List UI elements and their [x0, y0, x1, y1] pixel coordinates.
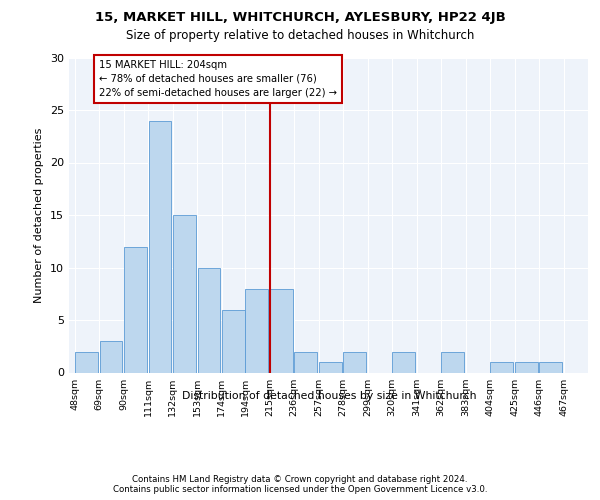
Bar	[319, 362, 341, 372]
Bar	[100, 341, 122, 372]
Bar	[245, 288, 268, 372]
Bar	[343, 352, 366, 372]
Y-axis label: Number of detached properties: Number of detached properties	[34, 128, 44, 302]
Bar	[539, 362, 562, 372]
Text: 15, MARKET HILL, WHITCHURCH, AYLESBURY, HP22 4JB: 15, MARKET HILL, WHITCHURCH, AYLESBURY, …	[95, 11, 505, 24]
Text: Size of property relative to detached houses in Whitchurch: Size of property relative to detached ho…	[126, 29, 474, 42]
Bar	[270, 288, 293, 372]
Bar	[149, 120, 172, 372]
Bar	[222, 310, 245, 372]
Bar	[515, 362, 538, 372]
Bar	[295, 352, 317, 372]
Bar	[173, 215, 196, 372]
Text: Contains public sector information licensed under the Open Government Licence v3: Contains public sector information licen…	[113, 485, 487, 494]
Bar	[124, 246, 147, 372]
Bar	[392, 352, 415, 372]
Bar	[197, 268, 220, 372]
Text: 15 MARKET HILL: 204sqm
← 78% of detached houses are smaller (76)
22% of semi-det: 15 MARKET HILL: 204sqm ← 78% of detached…	[100, 60, 337, 98]
Bar	[75, 352, 98, 372]
Bar	[490, 362, 513, 372]
Text: Contains HM Land Registry data © Crown copyright and database right 2024.: Contains HM Land Registry data © Crown c…	[132, 475, 468, 484]
Bar	[442, 352, 464, 372]
Text: Distribution of detached houses by size in Whitchurch: Distribution of detached houses by size …	[182, 391, 476, 401]
